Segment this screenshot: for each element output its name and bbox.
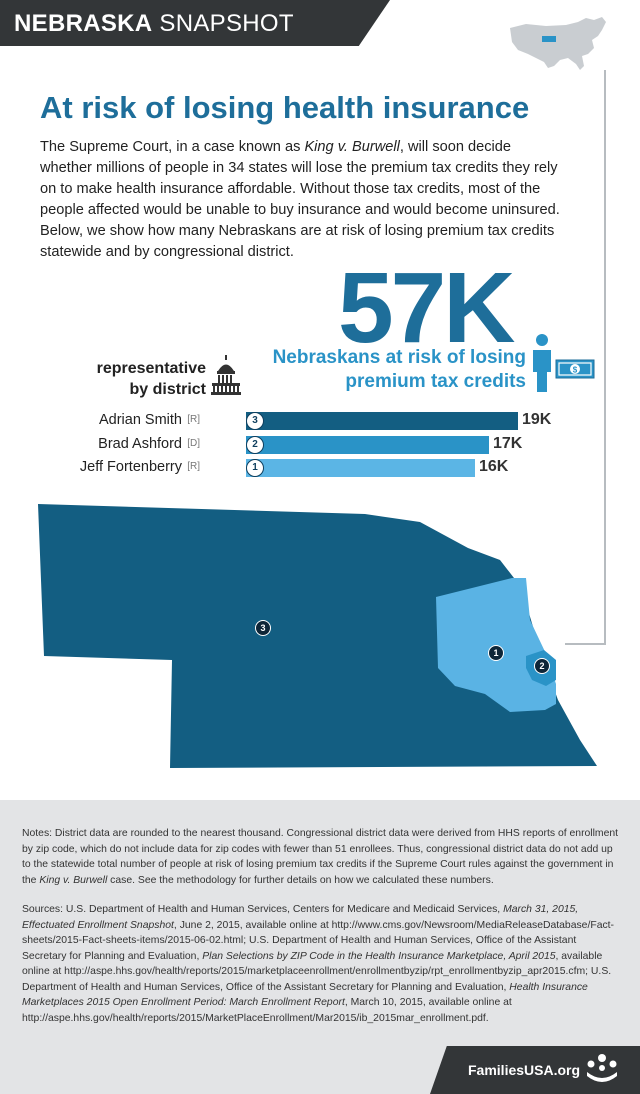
person-money-icon: $ bbox=[533, 334, 595, 392]
bar-value-label: 17K bbox=[493, 435, 523, 452]
district-marker-1: 1 bbox=[488, 645, 504, 661]
connector-line-horizontal bbox=[565, 643, 606, 645]
representative-row: Brad Ashford [D] 2 17K bbox=[0, 435, 600, 455]
district-marker-2: 2 bbox=[534, 658, 550, 674]
district-marker-3: 3 bbox=[255, 620, 271, 636]
notes-text: Notes: District data are rounded to the … bbox=[22, 828, 619, 886]
bar bbox=[246, 459, 475, 477]
connector-line bbox=[604, 70, 606, 645]
bar bbox=[246, 436, 489, 454]
representative-name: Brad Ashford bbox=[98, 436, 182, 452]
bar-value-label: 16K bbox=[479, 458, 509, 475]
page-title: At risk of losing health insurance bbox=[40, 90, 530, 125]
bar bbox=[246, 412, 518, 430]
bar-value-label: 19K bbox=[522, 411, 552, 428]
brand-link[interactable]: FamiliesUSA.org bbox=[468, 1062, 581, 1078]
us-map-icon bbox=[510, 17, 606, 70]
statewide-label: Nebraskans at risk of losing premium tax … bbox=[272, 347, 526, 392]
families-logo-icon bbox=[587, 1054, 617, 1082]
party-label: [R] bbox=[187, 414, 200, 425]
representative-row: Adrian Smith [R] 3 19K bbox=[0, 411, 600, 431]
header-banner bbox=[0, 0, 390, 46]
district-badge: 3 bbox=[246, 412, 264, 430]
party-label: [R] bbox=[187, 461, 200, 472]
svg-text:$: $ bbox=[573, 366, 578, 375]
district-3-shape bbox=[38, 504, 597, 768]
header-title: NEBRASKA SNAPSHOT bbox=[14, 10, 294, 37]
district-badge: 2 bbox=[246, 436, 264, 454]
representative-name: Adrian Smith bbox=[98, 412, 182, 428]
district-badge: 1 bbox=[246, 459, 264, 477]
capitol-icon bbox=[211, 355, 241, 395]
representative-row: Jeff Fortenberry [R] 1 16K bbox=[0, 458, 600, 478]
footnote-panel bbox=[0, 800, 640, 1094]
footer-bar bbox=[430, 1046, 640, 1094]
nebraska-district-map bbox=[38, 504, 597, 768]
representative-name: Jeff Fortenberry bbox=[79, 459, 182, 475]
intro-paragraph: The Supreme Court, in a case known as Ki… bbox=[40, 139, 560, 260]
statewide-total: 57K bbox=[338, 252, 515, 364]
party-label: [D] bbox=[187, 438, 200, 449]
representative-label: representative by district bbox=[96, 360, 206, 398]
sources-text: Sources: U.S. Department of Health and H… bbox=[22, 904, 615, 1024]
